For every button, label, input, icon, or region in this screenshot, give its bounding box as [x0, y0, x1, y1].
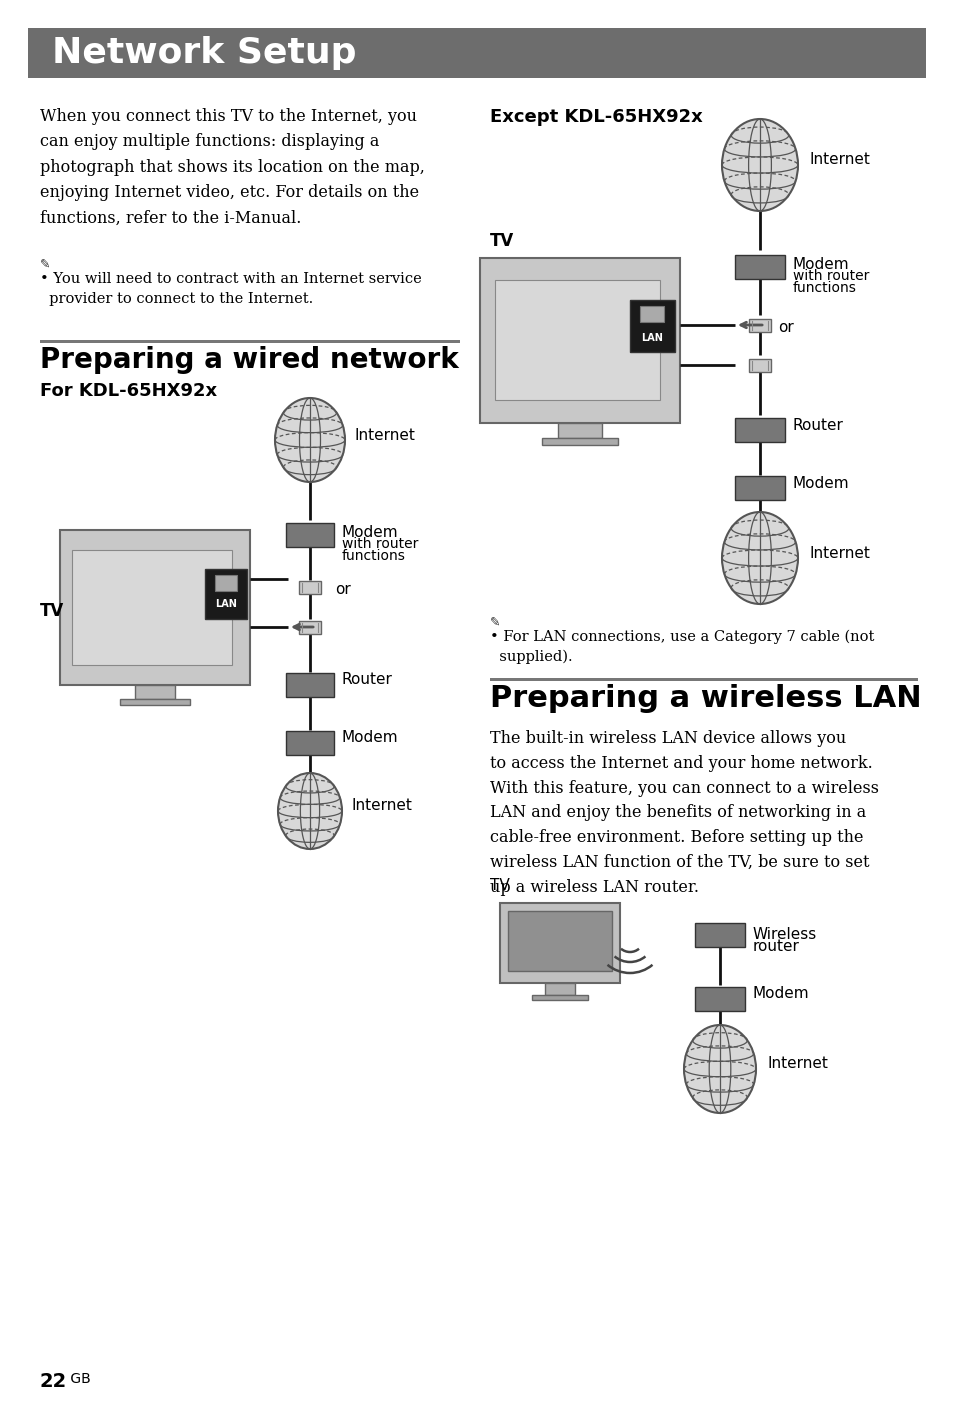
- Bar: [298, 580, 320, 594]
- Ellipse shape: [683, 1025, 755, 1113]
- Text: Preparing a wireless LAN: Preparing a wireless LAN: [490, 684, 921, 713]
- Text: For KDL-65HX92x: For KDL-65HX92x: [40, 382, 217, 400]
- Bar: [495, 279, 659, 400]
- Bar: [748, 319, 770, 331]
- Ellipse shape: [721, 512, 797, 604]
- Bar: [695, 987, 744, 1011]
- Text: The built-in wireless LAN device allows you
to access the Internet and your home: The built-in wireless LAN device allows …: [490, 730, 878, 896]
- Text: LAN: LAN: [214, 600, 236, 609]
- Text: Internet: Internet: [355, 427, 416, 442]
- Bar: [558, 423, 601, 438]
- Ellipse shape: [277, 774, 341, 849]
- Bar: [734, 418, 784, 442]
- Text: with router: with router: [341, 536, 418, 550]
- Bar: [298, 621, 320, 633]
- Text: Internet: Internet: [809, 546, 870, 560]
- Bar: [120, 699, 190, 705]
- Text: Internet: Internet: [767, 1056, 828, 1071]
- Bar: [60, 529, 250, 685]
- Bar: [695, 922, 744, 948]
- Text: Modem: Modem: [752, 987, 809, 1001]
- Bar: [135, 685, 174, 699]
- Bar: [748, 358, 770, 372]
- Text: GB: GB: [66, 1372, 91, 1386]
- Text: Except KDL-65HX92x: Except KDL-65HX92x: [490, 108, 702, 126]
- Text: Internet: Internet: [809, 153, 870, 167]
- Text: LAN: LAN: [640, 333, 662, 343]
- Bar: [214, 576, 236, 591]
- Bar: [499, 903, 619, 983]
- Text: • For LAN connections, use a Category 7 cable (not
  supplied).: • For LAN connections, use a Category 7 …: [490, 630, 874, 664]
- Text: 22: 22: [40, 1372, 67, 1391]
- Bar: [507, 911, 612, 972]
- Text: Router: Router: [341, 673, 393, 688]
- Text: router: router: [752, 939, 799, 953]
- Ellipse shape: [721, 119, 797, 211]
- Text: ⁠✎⁠: ⁠✎⁠: [40, 258, 51, 271]
- Text: Router: Router: [792, 417, 843, 432]
- Text: functions: functions: [341, 549, 405, 563]
- Text: Modem: Modem: [792, 476, 849, 490]
- Text: Modem: Modem: [341, 525, 398, 541]
- Bar: [639, 306, 663, 322]
- Bar: [734, 476, 784, 500]
- Text: functions: functions: [792, 281, 856, 295]
- Text: TV: TV: [490, 878, 509, 893]
- Bar: [71, 549, 232, 664]
- Bar: [205, 569, 247, 619]
- Bar: [286, 524, 334, 548]
- Text: Modem: Modem: [341, 730, 398, 746]
- Ellipse shape: [274, 397, 345, 482]
- Text: Network Setup: Network Setup: [52, 37, 356, 70]
- Text: Wireless: Wireless: [752, 927, 817, 942]
- Bar: [28, 28, 925, 79]
- Text: Preparing a wired network: Preparing a wired network: [40, 345, 458, 373]
- Bar: [629, 300, 675, 352]
- Text: Modem: Modem: [792, 257, 849, 272]
- Text: • You will need to contract with an Internet service
  provider to connect to th: • You will need to contract with an Inte…: [40, 272, 421, 306]
- Text: TV: TV: [490, 232, 514, 250]
- Bar: [286, 731, 334, 755]
- Bar: [541, 438, 618, 445]
- Text: TV: TV: [40, 602, 64, 621]
- Text: or: or: [778, 320, 793, 334]
- Bar: [734, 256, 784, 279]
- Bar: [40, 340, 459, 343]
- Text: or: or: [335, 581, 351, 597]
- Bar: [544, 983, 575, 995]
- Text: When you connect this TV to the Internet, you
can enjoy multiple functions: disp: When you connect this TV to the Internet…: [40, 108, 424, 227]
- Text: ✎: ✎: [490, 616, 500, 629]
- Text: with router: with router: [792, 270, 868, 284]
- Text: Internet: Internet: [352, 799, 413, 813]
- Bar: [532, 995, 587, 1000]
- Bar: [479, 257, 679, 423]
- Bar: [286, 673, 334, 696]
- Bar: [490, 678, 917, 681]
